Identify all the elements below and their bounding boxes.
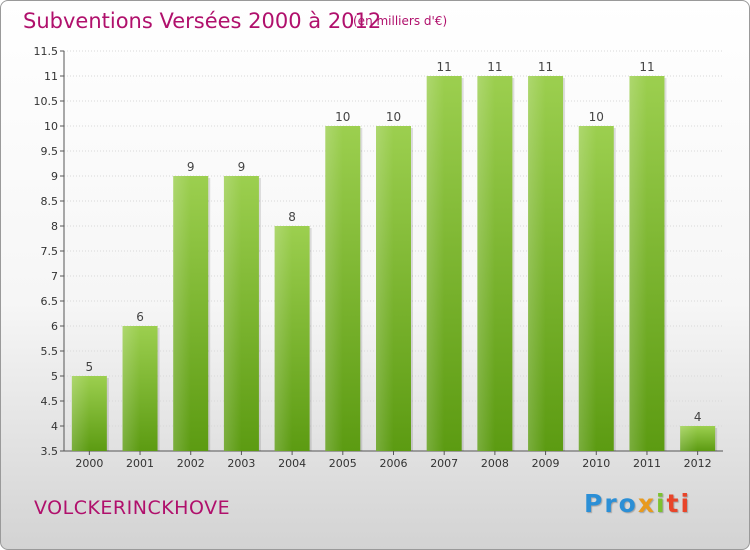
x-tick-label-2012: 2012 [684, 457, 712, 470]
data-label-2009: 11 [538, 60, 553, 74]
y-tick-label: 5 [51, 370, 58, 383]
y-tick-labels: 3.5 4 4.5 5 5.5 6 6.5 7 7.5 8 8.5 9 9.5 10 10.5 11 11.5 [34, 45, 59, 458]
data-label-2008: 11 [487, 60, 502, 74]
data-label-2012: 4 [694, 410, 702, 424]
y-tick-label: 6 [51, 320, 58, 333]
data-label-2003: 9 [238, 160, 246, 174]
y-tick-label: 3.5 [41, 445, 59, 458]
data-label-2010: 10 [589, 110, 604, 124]
x-tick-label-2005: 2005 [329, 457, 357, 470]
bar-highlight [173, 176, 191, 451]
x-tick-label-2004: 2004 [278, 457, 306, 470]
y-tick-label: 9 [51, 170, 58, 183]
y-tick-label: 10.5 [34, 95, 59, 108]
bar-highlight [223, 176, 242, 451]
y-tick-label: 4.5 [41, 395, 59, 408]
place-name: VOLCKERINCKHOVE [34, 497, 231, 519]
bar-highlight [477, 76, 495, 451]
x-tick-label-2003: 2003 [227, 457, 255, 470]
chart-subtitle: (en milliers d'€) [353, 14, 448, 28]
data-label-2000: 5 [86, 360, 94, 374]
y-tick-label: 4 [51, 420, 58, 433]
x-tick-label-2006: 2006 [380, 457, 408, 470]
y-tick-label: 7.5 [41, 245, 59, 258]
bar-highlight [426, 76, 445, 451]
x-tick-label-2007: 2007 [430, 457, 458, 470]
y-tick-label: 5.5 [41, 345, 59, 358]
x-tick-label-2009: 2009 [532, 457, 560, 470]
data-label-2005: 10 [335, 110, 350, 124]
x-tick-label-2002: 2002 [177, 457, 205, 470]
y-tick-label: 9.5 [41, 145, 59, 158]
y-tick-label: 11 [44, 70, 58, 83]
bar-highlight [528, 76, 546, 451]
bar-highlight [680, 426, 698, 451]
bar-highlight [325, 126, 343, 451]
bar-highlight [629, 76, 647, 451]
x-tick-label-2011: 2011 [633, 457, 661, 470]
bar-highlight [578, 126, 597, 451]
proxiti-logo: Proxiti [584, 489, 692, 518]
data-labels: 5 6 9 9 8 10 10 11 11 11 10 11 4 [86, 60, 702, 424]
x-tick-label-2001: 2001 [126, 457, 154, 470]
data-label-2006: 10 [386, 110, 401, 124]
bar-highlight [122, 326, 141, 451]
x-tick-label-2010: 2010 [582, 457, 610, 470]
data-label-2007: 11 [437, 60, 452, 74]
x-tick-labels: 2000 2001 2002 2003 2004 2005 2006 2007 2008 2009… [75, 457, 711, 470]
data-label-2004: 8 [288, 210, 296, 224]
data-label-2002: 9 [187, 160, 195, 174]
y-tick-label: 8.5 [41, 195, 59, 208]
data-label-2001: 6 [136, 310, 144, 324]
x-tick-label-2008: 2008 [481, 457, 509, 470]
y-tick-label: 8 [51, 220, 58, 233]
bar-highlight [376, 126, 394, 451]
chart-title: Subventions Versées 2000 à 2012 [23, 9, 382, 33]
x-tick-label-2000: 2000 [75, 457, 103, 470]
data-label-2011: 11 [639, 60, 654, 74]
y-tick-label: 6.5 [41, 295, 59, 308]
bar-highlight [71, 376, 90, 451]
bar-highlight [274, 226, 293, 451]
y-tick-label: 7 [51, 270, 58, 283]
y-tick-label: 10 [44, 120, 58, 133]
bars [71, 76, 718, 451]
y-tick-label: 11.5 [34, 45, 59, 58]
